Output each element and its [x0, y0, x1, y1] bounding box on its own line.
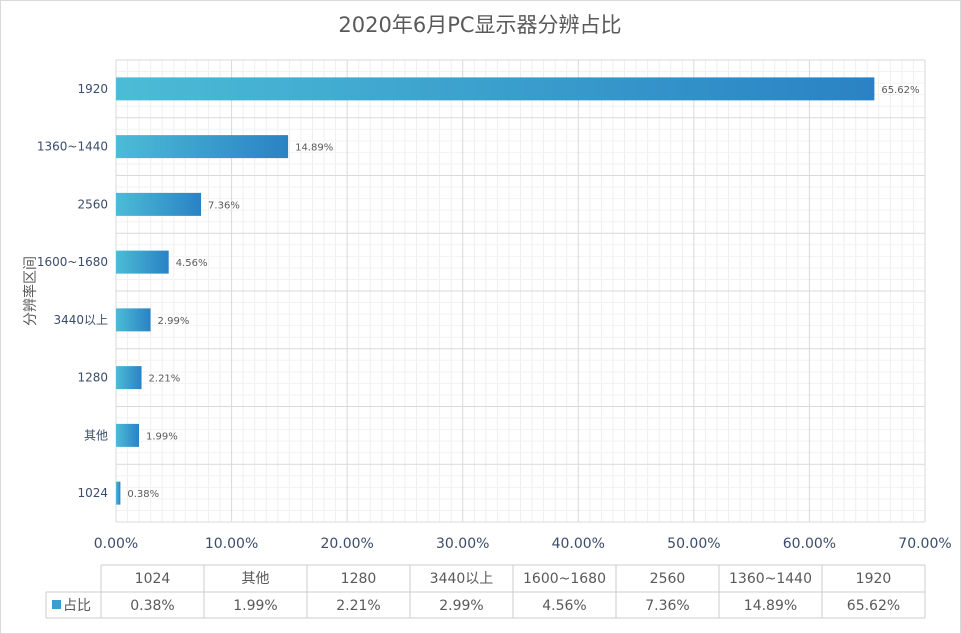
category-label: 2560: [77, 197, 108, 211]
x-tick-label: 60.00%: [783, 536, 836, 552]
bars: [116, 77, 875, 505]
data-label: 2.99%: [158, 316, 190, 327]
y-axis-title: 分辨率区间: [22, 256, 39, 326]
x-tick-label: 70.00%: [898, 536, 951, 552]
table-value-cell: 2.99%: [439, 598, 483, 614]
table-header-cell: 1600~1680: [523, 571, 606, 587]
data-label: 2.21%: [149, 374, 181, 385]
x-tick-label: 40.00%: [552, 536, 605, 552]
category-label: 1600~1680: [37, 255, 108, 269]
table-value-cell: 14.89%: [744, 598, 797, 614]
table-value-cell: 1.99%: [233, 598, 277, 614]
chart-title: 2020年6月PC显示器分辨占比: [338, 13, 621, 37]
table-header-cell: 1360~1440: [729, 571, 812, 587]
table-value-cell: 0.38%: [130, 598, 174, 614]
bar-其他: [116, 423, 139, 447]
table-header-cell: 3440以上: [430, 571, 494, 587]
table-value-cell: 2.21%: [336, 598, 380, 614]
table-header-cell: 1024: [135, 571, 171, 587]
category-label: 3440以上: [53, 313, 108, 327]
legend-key: [52, 600, 61, 609]
table-header-cell: 2560: [650, 571, 686, 587]
table-header-cell: 其他: [242, 571, 270, 587]
bar-1360~1440: [116, 135, 289, 159]
table-row-label: 占比: [63, 598, 91, 614]
category-label: 1360~1440: [37, 140, 108, 154]
bar-1024: [116, 481, 121, 505]
table-header-cell: 1280: [341, 571, 377, 587]
grid-lines: [115, 59, 926, 523]
data-label: 0.38%: [127, 489, 159, 500]
category-label: 1024: [77, 486, 108, 500]
data-label: 7.36%: [208, 200, 240, 211]
table-value-cell: 4.56%: [542, 598, 586, 614]
category-label: 1280: [77, 371, 108, 385]
x-tick-label: 0.00%: [94, 536, 138, 552]
data-label: 14.89%: [295, 143, 333, 154]
bar-3440以上: [116, 308, 151, 332]
bar-1280: [116, 366, 142, 390]
data-label: 65.62%: [881, 85, 919, 96]
bar-1920: [116, 77, 875, 101]
data-label: 1.99%: [146, 431, 178, 442]
x-tick-label: 50.00%: [667, 536, 720, 552]
x-tick-label: 30.00%: [436, 536, 489, 552]
category-label: 其他: [84, 428, 108, 442]
data-table: 1024 其他 1280 3440以上 1600~1680 2560 1360~1440 19…: [45, 564, 926, 619]
bar-2560: [116, 192, 202, 216]
x-tick-label: 10.00%: [205, 536, 258, 552]
table-header-cell: 1920: [856, 571, 892, 587]
bar-1600~1680: [116, 250, 169, 274]
x-tick-label: 20.00%: [320, 536, 373, 552]
data-label: 4.56%: [176, 258, 208, 269]
category-label: 1920: [77, 82, 108, 96]
table-value-cell: 7.36%: [645, 598, 689, 614]
table-value-cell: 65.62%: [847, 598, 900, 614]
